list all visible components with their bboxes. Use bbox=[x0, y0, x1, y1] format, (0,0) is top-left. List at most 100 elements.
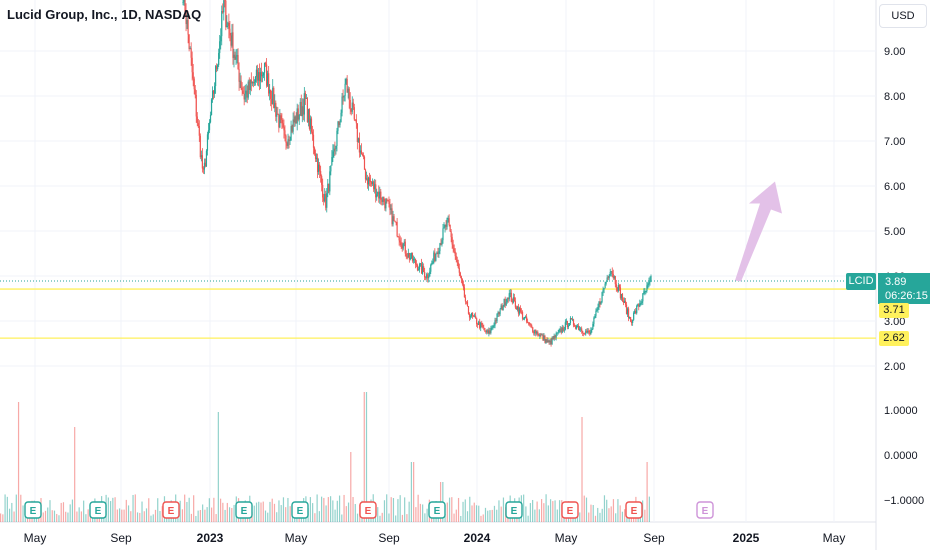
earnings-marker[interactable]: E bbox=[162, 501, 180, 519]
candle-body bbox=[524, 316, 527, 318]
candle-body bbox=[182, 2, 184, 3]
candle-body bbox=[362, 155, 365, 157]
earnings-marker[interactable]: E bbox=[428, 501, 446, 519]
candle-body bbox=[423, 266, 425, 272]
volume-tick-label: 1.0000 bbox=[884, 405, 918, 417]
volume-bar bbox=[154, 509, 157, 522]
candle-body bbox=[467, 306, 470, 314]
candle-body bbox=[608, 275, 610, 279]
candle-body bbox=[428, 276, 430, 279]
candle-body bbox=[427, 274, 429, 279]
candle-body bbox=[472, 315, 475, 317]
candle-body bbox=[327, 183, 329, 194]
candle-body bbox=[455, 256, 457, 260]
volume-bar bbox=[502, 497, 505, 522]
volume-bar bbox=[20, 494, 22, 522]
volume-bar bbox=[608, 508, 610, 522]
candle-body bbox=[568, 323, 571, 326]
candle-body bbox=[391, 208, 393, 225]
candle-body bbox=[269, 89, 271, 94]
candle-body bbox=[287, 139, 289, 146]
candle-body bbox=[189, 48, 191, 50]
candle-body bbox=[630, 316, 632, 322]
earnings-marker[interactable]: E bbox=[561, 501, 579, 519]
candle-body bbox=[297, 108, 299, 120]
candle-body bbox=[283, 127, 285, 131]
volume-bar bbox=[453, 513, 455, 522]
volume-bar bbox=[383, 500, 386, 522]
candle-body bbox=[547, 340, 549, 343]
volume-bar bbox=[325, 505, 327, 522]
volume-bar bbox=[287, 497, 289, 522]
candle-body bbox=[539, 334, 541, 337]
candle-body bbox=[227, 22, 229, 26]
candle-body bbox=[191, 57, 193, 73]
candle-body bbox=[323, 197, 325, 202]
earnings-marker[interactable]: E bbox=[359, 501, 377, 519]
volume-bar bbox=[116, 509, 118, 522]
candle-body bbox=[616, 287, 618, 291]
candle-body bbox=[602, 289, 604, 293]
candle-body bbox=[301, 106, 303, 117]
candle-body bbox=[468, 313, 471, 318]
trend-arrow[interactable] bbox=[735, 181, 782, 282]
candle-body bbox=[453, 248, 455, 252]
candle-body bbox=[647, 283, 649, 286]
candle-body bbox=[336, 130, 338, 147]
candle-body bbox=[627, 308, 630, 318]
candle-body bbox=[478, 321, 480, 325]
horizontal-levels[interactable] bbox=[0, 280, 876, 339]
candle-body bbox=[243, 93, 245, 100]
volume-bar bbox=[211, 507, 213, 522]
volume-bar bbox=[132, 494, 134, 522]
candle-body bbox=[341, 96, 343, 113]
earnings-marker[interactable]: E bbox=[235, 501, 253, 519]
volume-tick-label: 0.0000 bbox=[884, 450, 918, 462]
candle-body bbox=[257, 72, 260, 81]
volume-bar bbox=[529, 503, 531, 522]
candle-body bbox=[242, 90, 244, 94]
volume-bar bbox=[583, 495, 585, 522]
earnings-marker[interactable]: E bbox=[696, 501, 714, 519]
candle-body bbox=[511, 301, 513, 303]
earnings-marker-box bbox=[505, 501, 523, 519]
volume-bar bbox=[610, 506, 612, 522]
currency-button[interactable]: USD bbox=[879, 4, 927, 28]
candle-body bbox=[296, 108, 298, 124]
candle-body bbox=[249, 79, 251, 90]
candle-body bbox=[619, 287, 622, 299]
earnings-marker[interactable]: E bbox=[291, 501, 309, 519]
earnings-marker[interactable]: E bbox=[24, 501, 42, 519]
earnings-marker[interactable]: E bbox=[89, 501, 107, 519]
candle-body bbox=[645, 290, 647, 292]
candle-body bbox=[419, 263, 422, 265]
earnings-marker-box bbox=[561, 501, 579, 519]
candle-body bbox=[225, 0, 227, 28]
candle-body bbox=[599, 301, 601, 305]
candle-body bbox=[358, 138, 360, 153]
volume-bar bbox=[406, 514, 408, 522]
volume-bar bbox=[143, 511, 145, 522]
candle-body bbox=[198, 125, 200, 136]
candle-body bbox=[347, 88, 349, 93]
candle-body bbox=[598, 301, 600, 307]
candle-body bbox=[439, 243, 441, 252]
candle-body bbox=[372, 181, 374, 185]
volume-bar bbox=[482, 514, 484, 522]
candle-body bbox=[303, 93, 305, 115]
candle-body bbox=[585, 330, 587, 335]
volume-bar bbox=[500, 506, 502, 522]
volume-bar bbox=[213, 497, 215, 522]
volume-bar bbox=[523, 494, 525, 522]
candle-body bbox=[298, 114, 300, 120]
candle-body bbox=[565, 320, 567, 323]
candle-body bbox=[316, 157, 319, 172]
candle-body bbox=[248, 81, 250, 90]
earnings-marker[interactable]: E bbox=[505, 501, 523, 519]
candle-body bbox=[210, 99, 213, 116]
candle-body bbox=[383, 196, 385, 202]
earnings-marker[interactable]: E bbox=[625, 501, 643, 519]
candle-body bbox=[412, 258, 415, 261]
